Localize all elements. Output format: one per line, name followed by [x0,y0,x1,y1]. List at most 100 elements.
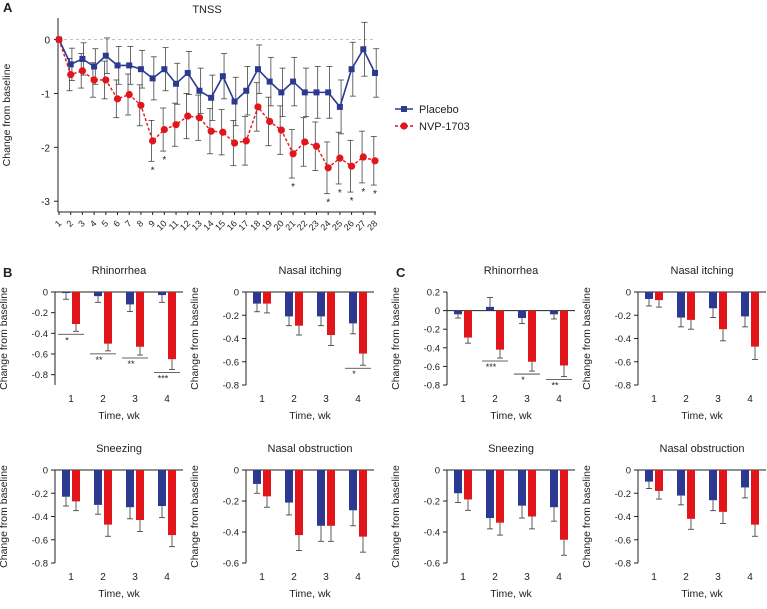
placebo-bar [518,470,526,506]
nvp-1703-bar [136,292,144,347]
nvp-1703-point [277,126,285,134]
nvp-1703-bar [136,470,144,520]
c-nasal-itching-y-tick-label: -0.8 [615,381,631,392]
nvp-1703-point [301,138,309,146]
b-nasal-itching-y-axis-label: Change from baseline [189,287,201,390]
placebo-bar [454,310,462,315]
b-rhinorrhea-significance-mark: ** [127,359,135,369]
c-rhinorrhea-x-tick-label: 2 [492,394,498,405]
tnss-significance-mark: * [350,196,354,207]
c-nasal-obstruction-x-tick-label: 3 [715,572,721,583]
tnss-significance-mark: * [338,188,342,199]
b-nasal-itching-y-tick-label: -0.2 [223,311,239,322]
placebo-bar [317,470,325,526]
placebo-bar [285,292,293,317]
c-nasal-itching-y-tick-label: -0.2 [615,311,631,322]
placebo-point [102,52,109,59]
b-nasal-obstruction-y-tick-label: -0.6 [223,559,239,570]
b-sneezing-y-axis-label: Change from baseline [0,465,10,568]
nvp-1703-bar [168,470,176,536]
c-nasal-obstruction-x-axis-label: Time, wk [681,588,723,600]
placebo-point [67,61,74,68]
nvp-1703-bar [719,470,727,512]
c-nasal-itching-x-tick-label: 1 [651,394,657,405]
nvp-1703-bar [655,292,663,301]
b-nasal-itching-y-tick-label: -0.4 [223,334,239,345]
nvp-1703-bar [655,470,663,491]
b-rhinorrhea-x-tick-label: 1 [68,394,74,405]
c-nasal-itching-x-tick-label: 4 [747,394,753,405]
b-nasal-obstruction-y-tick-label: 0 [234,466,239,477]
b-rhinorrhea-significance-mark: *** [158,374,169,384]
panel-label-a: A [3,0,13,15]
b-rhinorrhea-bar-chart: Rhinorrhea Change from baseline 0 -0.2 -0.4 -… [0,265,183,422]
placebo-point [266,78,273,85]
tnss-significance-mark: * [373,189,377,200]
placebo-point [301,89,308,96]
tnss-line-chart: TNSS Change from baseline 0 -1 -2 -31 2 3 4 5 6 7 8 9… [1,4,470,232]
c-nasal-obstruction-x-tick-label: 4 [747,572,753,583]
nvp-1703-point [125,90,133,99]
nvp-1703-point [312,142,321,150]
c-nasal-obstruction-y-tick-label: -0.4 [615,512,631,523]
nvp-1703-bar [295,470,303,536]
b-sneezing-y-tick-label: -0.6 [32,535,48,546]
legend-placebo-label: Placebo [419,104,459,116]
nvp-1703-bar [327,470,335,526]
placebo-bar [677,292,685,318]
nvp-1703-point [371,157,379,165]
placebo-point [79,55,86,62]
b-nasal-itching-x-tick-label: 3 [323,394,329,405]
placebo-point [325,89,332,96]
nvp-1703-bar [528,470,536,517]
placebo-line [58,39,376,109]
placebo-point [184,69,191,76]
b-nasal-obstruction-y-tick-label: -0.2 [223,497,239,508]
placebo-point [161,66,168,73]
placebo-point [219,73,226,80]
placebo-bar [550,470,558,508]
placebo-point [243,87,250,94]
tnss-y-tick-label: -2 [41,143,50,154]
tnss-title: TNSS [192,4,221,16]
nvp-1703-bar [72,292,80,325]
c-nasal-obstruction-x-tick-label: 1 [651,572,657,583]
placebo-point [208,94,215,101]
b-sneezing-y-tick-label: -0.8 [32,559,48,570]
placebo-bar [677,470,685,496]
b-nasal-itching-y-tick-label: 0 [234,288,239,299]
nvp-1703-point [78,67,87,75]
nvp-1703-point [67,70,75,79]
c-sneezing-x-tick-label: 1 [460,572,466,583]
nvp-1703-point [266,117,274,126]
placebo-bar [486,306,494,311]
c-rhinorrhea-x-tick-label: 4 [556,394,562,405]
placebo-point [137,66,144,73]
tnss-significance-mark: * [326,198,330,209]
nvp-1703-bar [560,470,568,540]
placebo-point [278,89,285,96]
b-nasal-itching-x-axis-label: Time, wk [289,410,331,422]
tnss-significance-mark: * [361,187,365,198]
b-sneezing-y-tick-label: -0.4 [32,512,48,523]
c-nasal-itching-y-axis-label: Change from baseline [581,287,593,390]
c-nasal-itching-x-tick-label: 2 [683,394,689,405]
placebo-bar [454,470,462,494]
b-nasal-obstruction-bar-chart: Nasal obstruction Change from baseline 0 -0… [189,443,374,600]
b-sneezing-x-axis-label: Time, wk [98,588,140,600]
b-rhinorrhea-x-tick-label: 4 [164,394,170,405]
tnss-x-tick-label: 28 [365,218,379,232]
c-rhinorrhea-y-axis-label: Change from baseline [390,287,402,390]
nvp-1703-bar [687,292,695,320]
nvp-1703-bar [104,470,112,525]
nvp-1703-bar [719,292,727,330]
placebo-point [173,80,180,87]
legend-nvp-1703-marker [400,122,408,130]
b-nasal-obstruction-x-tick-label: 4 [355,572,361,583]
c-rhinorrhea-y-tick-label: -0.4 [424,343,440,354]
b-nasal-obstruction-x-tick-label: 3 [323,572,329,583]
b-sneezing-title: Sneezing [96,443,142,455]
placebo-bar [349,470,357,511]
c-nasal-itching-y-tick-label: -0.6 [615,357,631,368]
